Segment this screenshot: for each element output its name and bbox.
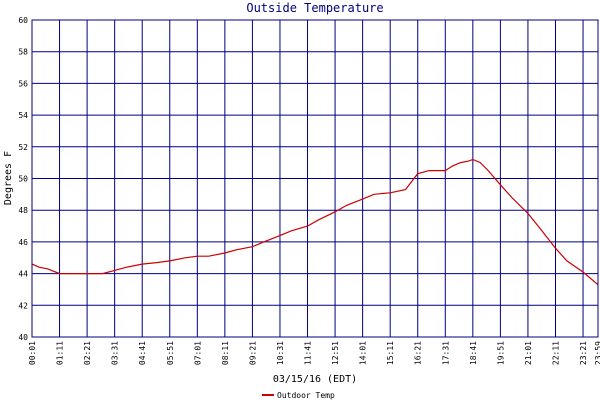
x-tick-label: 18:41	[469, 341, 478, 365]
x-tick-label: 05:51	[166, 341, 175, 365]
plot-frame	[31, 19, 599, 338]
x-tick-label: 14:01	[359, 341, 368, 365]
x-tick-label: 22:11	[551, 341, 560, 365]
legend: Outdoor Temp	[262, 391, 335, 400]
y-tick-label: 56	[18, 79, 28, 88]
x-axis-ticks: 00:01 01:11 02:21 03:31 04:41 05:51 07:01 08:11…	[28, 341, 600, 365]
x-tick-label: 12:51	[331, 341, 340, 365]
x-tick-label: 01:11	[56, 341, 65, 365]
y-tick-label: 52	[18, 143, 28, 152]
y-tick-label: 60	[18, 16, 28, 25]
x-tick-label: 04:41	[138, 341, 147, 365]
x-tick-label: 08:11	[221, 341, 230, 365]
x-tick-label: 23:21	[579, 341, 588, 365]
legend-label: Outdoor Temp	[277, 391, 335, 400]
y-axis-ticks: 40 42 44 46 48 50 52 54 56 58 60	[18, 16, 28, 342]
y-tick-label: 50	[18, 175, 28, 184]
y-tick-label: 54	[18, 111, 28, 120]
y-tick-label: 42	[18, 301, 28, 310]
series-line-outdoor-temp	[31, 158, 599, 286]
x-tick-label: 11:41	[304, 341, 313, 365]
x-tick-label: 17:31	[441, 341, 450, 365]
x-tick-label: 00:01	[28, 341, 37, 365]
x-tick-label: 15:11	[386, 341, 395, 365]
x-tick-label: 10:31	[276, 341, 285, 365]
x-tick-label: 03:31	[111, 341, 120, 365]
x-axis-label: 03/15/16 (EDT)	[273, 374, 357, 385]
chart-title: Outside Temperature	[246, 1, 383, 15]
x-tick-label: 09:21	[248, 341, 257, 365]
x-tick-label: 07:01	[193, 341, 202, 365]
x-tick-label: 02:21	[83, 341, 92, 365]
x-tick-label: 16:21	[414, 341, 423, 365]
y-tick-label: 44	[18, 270, 28, 279]
x-tick-label: 21:01	[524, 341, 533, 365]
x-tick-label: 23:59	[594, 341, 600, 365]
y-tick-label: 40	[18, 333, 28, 342]
y-axis-label: Degrees F	[3, 151, 14, 205]
y-tick-label: 58	[18, 48, 28, 57]
x-tick-label: 19:51	[496, 341, 505, 365]
y-tick-label: 46	[18, 238, 28, 247]
y-tick-label: 48	[18, 206, 28, 215]
